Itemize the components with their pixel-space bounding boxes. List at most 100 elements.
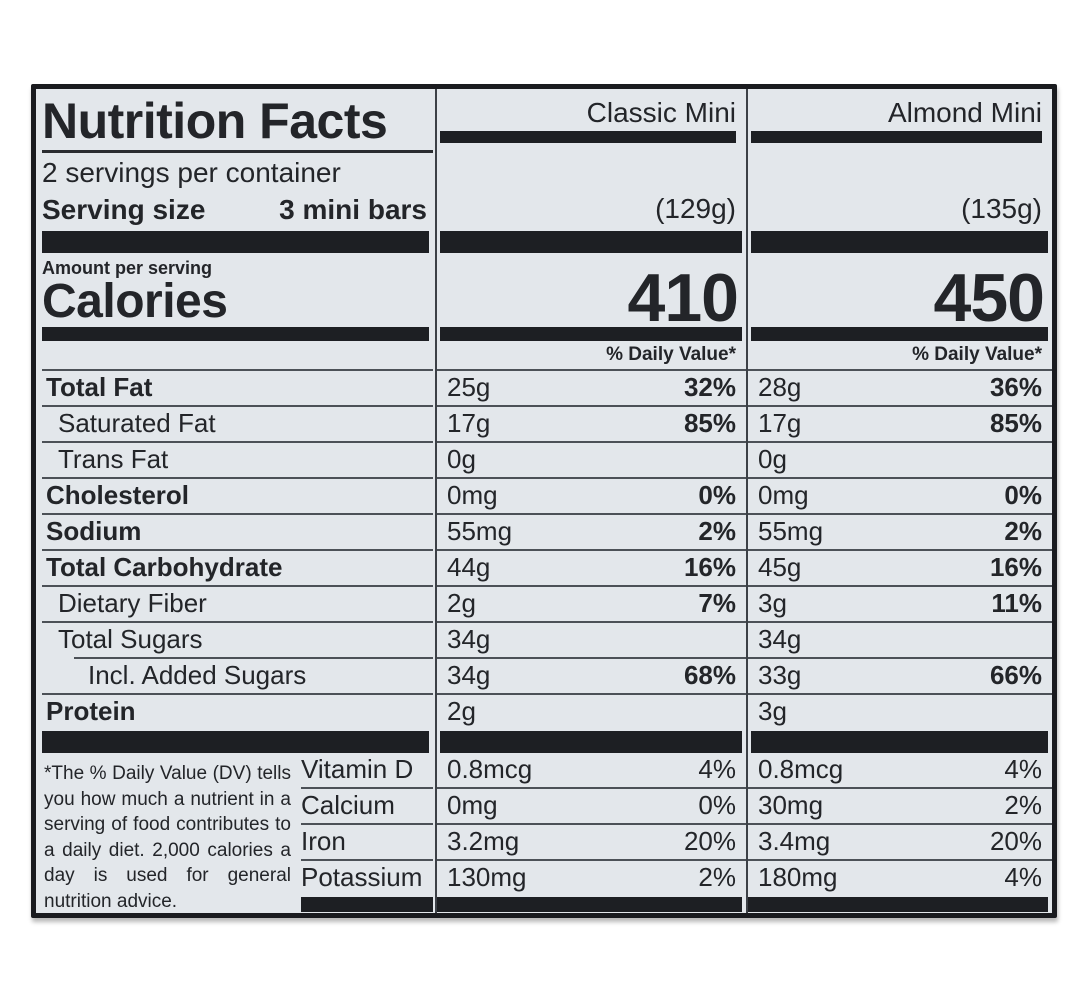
nutrient-value-row: 33g 66%	[748, 659, 1052, 695]
nutrient-amount: 17g	[447, 408, 491, 438]
nutrient-value-row: 17g 85%	[748, 407, 1052, 443]
vitamin-amount: 30mg	[758, 790, 824, 820]
section-divider-bar	[440, 327, 742, 341]
section-divider-bar	[42, 731, 429, 753]
vitamin-daily-value: 4%	[698, 754, 736, 784]
section-divider-bar	[748, 897, 1048, 912]
nutrient-daily-value: 0%	[1004, 480, 1042, 510]
vitamin-daily-value: 20%	[683, 826, 736, 856]
nutrient-name: Sodium	[46, 516, 142, 546]
nutrient-values-list: 28g 36% 17g 85% 0g 0mg 0% 55mg 2% 45g 16% 3g 11% 34g 3…	[748, 371, 1052, 731]
nutrient-amount: 3g	[758, 588, 787, 618]
nutrient-name: Total Fat	[46, 372, 153, 402]
vitamin-names-column: Vitamin D Calcium Iron Potassium	[301, 753, 433, 913]
calories-label: Calories	[42, 275, 228, 328]
serving-weight: (129g)	[655, 193, 736, 224]
vitamin-amount: 180mg	[758, 862, 838, 892]
nutrient-value-row: 0mg 0%	[748, 479, 1052, 515]
vitamin-name-row: Potassium	[301, 861, 433, 897]
nutrient-daily-value: 16%	[683, 552, 736, 582]
nutrient-value-row: 17g 85%	[437, 407, 746, 443]
section-divider-bar	[751, 231, 1048, 253]
nutrient-amount: 25g	[447, 372, 491, 402]
nutrient-value-row: 3g 11%	[748, 587, 1052, 623]
nutrient-amount: 0mg	[758, 480, 809, 510]
vitamin-names-list: Vitamin D Calcium Iron Potassium	[301, 753, 433, 897]
nutrient-label-row: Incl. Added Sugars	[42, 659, 433, 695]
nutrient-amount: 0g	[758, 444, 787, 474]
serving-size-label: Serving size	[42, 194, 206, 225]
vitamin-name: Iron	[301, 826, 346, 856]
section-divider-bar	[42, 327, 429, 341]
nutrient-value-row: 0g	[437, 443, 746, 479]
vitamin-values-list: 0.8mcg 4% 0mg 0% 3.2mg 20% 130mg 2%	[437, 753, 746, 897]
nutrient-daily-value: 2%	[1004, 516, 1042, 546]
nutrient-label-row: Sodium	[42, 515, 433, 551]
vitamin-name: Vitamin D	[301, 754, 414, 784]
nutrient-daily-value: 36%	[989, 372, 1042, 402]
vitamin-daily-value: 4%	[1004, 862, 1042, 892]
product-column-header: Almond Mini	[887, 97, 1042, 128]
nutrient-value-row: 55mg 2%	[748, 515, 1052, 551]
nutrient-amount: 55mg	[758, 516, 824, 546]
nutrient-values-list: 25g 32% 17g 85% 0g 0mg 0% 55mg 2% 44g 16% 2g 7% 34g 34…	[437, 371, 746, 731]
product-column-header: Classic Mini	[586, 97, 736, 128]
nutrient-value-row: 45g 16%	[748, 551, 1052, 587]
nutrient-labels-list: Total Fat Saturated Fat Trans Fat Cholester…	[42, 371, 433, 731]
nutrient-daily-value: 85%	[683, 408, 736, 438]
nutrient-amount: 55mg	[447, 516, 513, 546]
nutrient-label-row: Dietary Fiber	[42, 587, 433, 623]
amount-per-serving-label: Amount per serving	[42, 258, 213, 278]
section-divider-bar	[301, 897, 433, 912]
serving-size-row: Serving size 3 mini bars	[42, 191, 433, 231]
nutrient-label-row: Total Fat	[42, 371, 433, 407]
nutrient-daily-value: 66%	[989, 660, 1042, 690]
vitamin-daily-value: 2%	[1004, 790, 1042, 820]
vitamin-value-row: 0mg 0%	[437, 789, 746, 825]
vitamin-value-row: 3.4mg 20%	[748, 825, 1052, 861]
nutrient-value-row: 0mg 0%	[437, 479, 746, 515]
section-divider-bar	[440, 131, 736, 143]
nutrient-name: Protein	[46, 696, 136, 726]
vitamin-amount: 3.2mg	[447, 826, 520, 856]
serving-size-value: 3 mini bars	[279, 194, 427, 225]
vitamin-values-list: 0.8mcg 4% 30mg 2% 3.4mg 20% 180mg 4%	[748, 753, 1052, 897]
section-divider-bar	[751, 731, 1048, 753]
nutrient-amount: 0g	[447, 444, 476, 474]
vitamin-value-row: 3.2mg 20%	[437, 825, 746, 861]
nutrient-amount: 17g	[758, 408, 802, 438]
vitamin-value-row: 30mg 2%	[748, 789, 1052, 825]
nutrition-facts-label: Nutrition Facts 2 servings per container…	[31, 84, 1057, 918]
nutrient-name: Total Carbohydrate	[46, 552, 283, 582]
nutrient-value-row: 34g 68%	[437, 659, 746, 695]
nutrient-daily-value: 7%	[698, 588, 736, 618]
nutrient-name: Incl. Added Sugars	[88, 660, 307, 690]
nutrient-daily-value: 68%	[683, 660, 736, 690]
nutrient-name: Trans Fat	[58, 444, 169, 474]
calories-value: 450	[933, 260, 1045, 337]
almond-mini-column: Almond Mini (135g) 450 % Daily Value* 28…	[746, 89, 1052, 913]
nutrient-daily-value: 2%	[698, 516, 736, 546]
nutrition-facts-title: Nutrition Facts	[42, 95, 433, 153]
nutrient-value-row: 25g 32%	[437, 371, 746, 407]
nutrient-amount: 44g	[447, 552, 491, 582]
nutrient-amount: 34g	[447, 660, 491, 690]
nutrient-amount: 33g	[758, 660, 802, 690]
nutrient-amount: 3g	[758, 696, 787, 726]
nutrient-amount: 2g	[447, 588, 476, 618]
daily-value-header: % Daily Value*	[748, 341, 1052, 371]
vitamin-daily-value: 20%	[989, 826, 1042, 856]
vitamin-name: Potassium	[301, 862, 423, 892]
vitamin-amount: 3.4mg	[758, 826, 831, 856]
vitamin-daily-value: 0%	[698, 790, 736, 820]
nutrient-label-row: Saturated Fat	[42, 407, 433, 443]
vitamin-daily-value: 4%	[1004, 754, 1042, 784]
vitamin-name: Calcium	[301, 790, 395, 820]
servings-per-container: 2 servings per container	[42, 157, 341, 188]
nutrient-amount: 0mg	[447, 480, 498, 510]
nutrient-value-row: 55mg 2%	[437, 515, 746, 551]
daily-value-header-spacer	[42, 341, 433, 371]
nutrient-amount: 34g	[758, 624, 802, 654]
nutrient-amount: 2g	[447, 696, 476, 726]
nutrient-name: Cholesterol	[46, 480, 190, 510]
